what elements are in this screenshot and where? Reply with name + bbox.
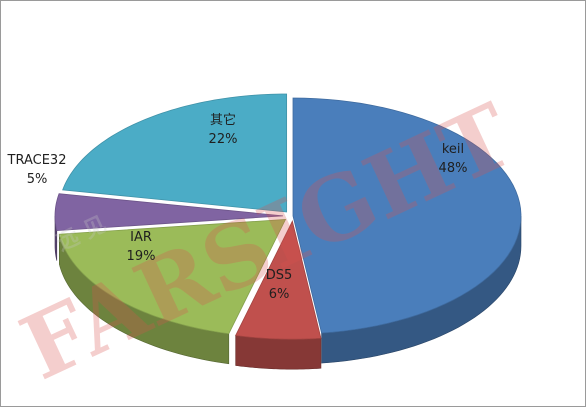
pie-slice-2 <box>58 218 287 335</box>
slice-label-2: IAR <box>130 230 152 245</box>
slice-labels: keil 48% DS5 6% IAR 19% TRACE32 5% 其它 22% <box>7 112 468 302</box>
pie-slice-3 <box>54 193 284 232</box>
slice-label-1: DS5 <box>266 268 293 283</box>
slice-value-0: 48% <box>439 161 468 176</box>
pie-tops <box>54 93 522 340</box>
pie-slice-4 <box>62 93 288 213</box>
pie-slice-1 <box>235 220 322 340</box>
slice-value-2: 19% <box>127 249 156 264</box>
slice-label-3: TRACE32 <box>7 153 67 168</box>
slice-value-4: 22% <box>209 132 238 147</box>
slice-label-0: keil <box>442 142 464 157</box>
pie-slice-0 <box>292 97 522 334</box>
slice-value-3: 5% <box>27 172 48 187</box>
slice-value-1: 6% <box>269 287 290 302</box>
pie-side-1 <box>235 335 322 370</box>
slice-label-4: 其它 <box>210 112 236 128</box>
